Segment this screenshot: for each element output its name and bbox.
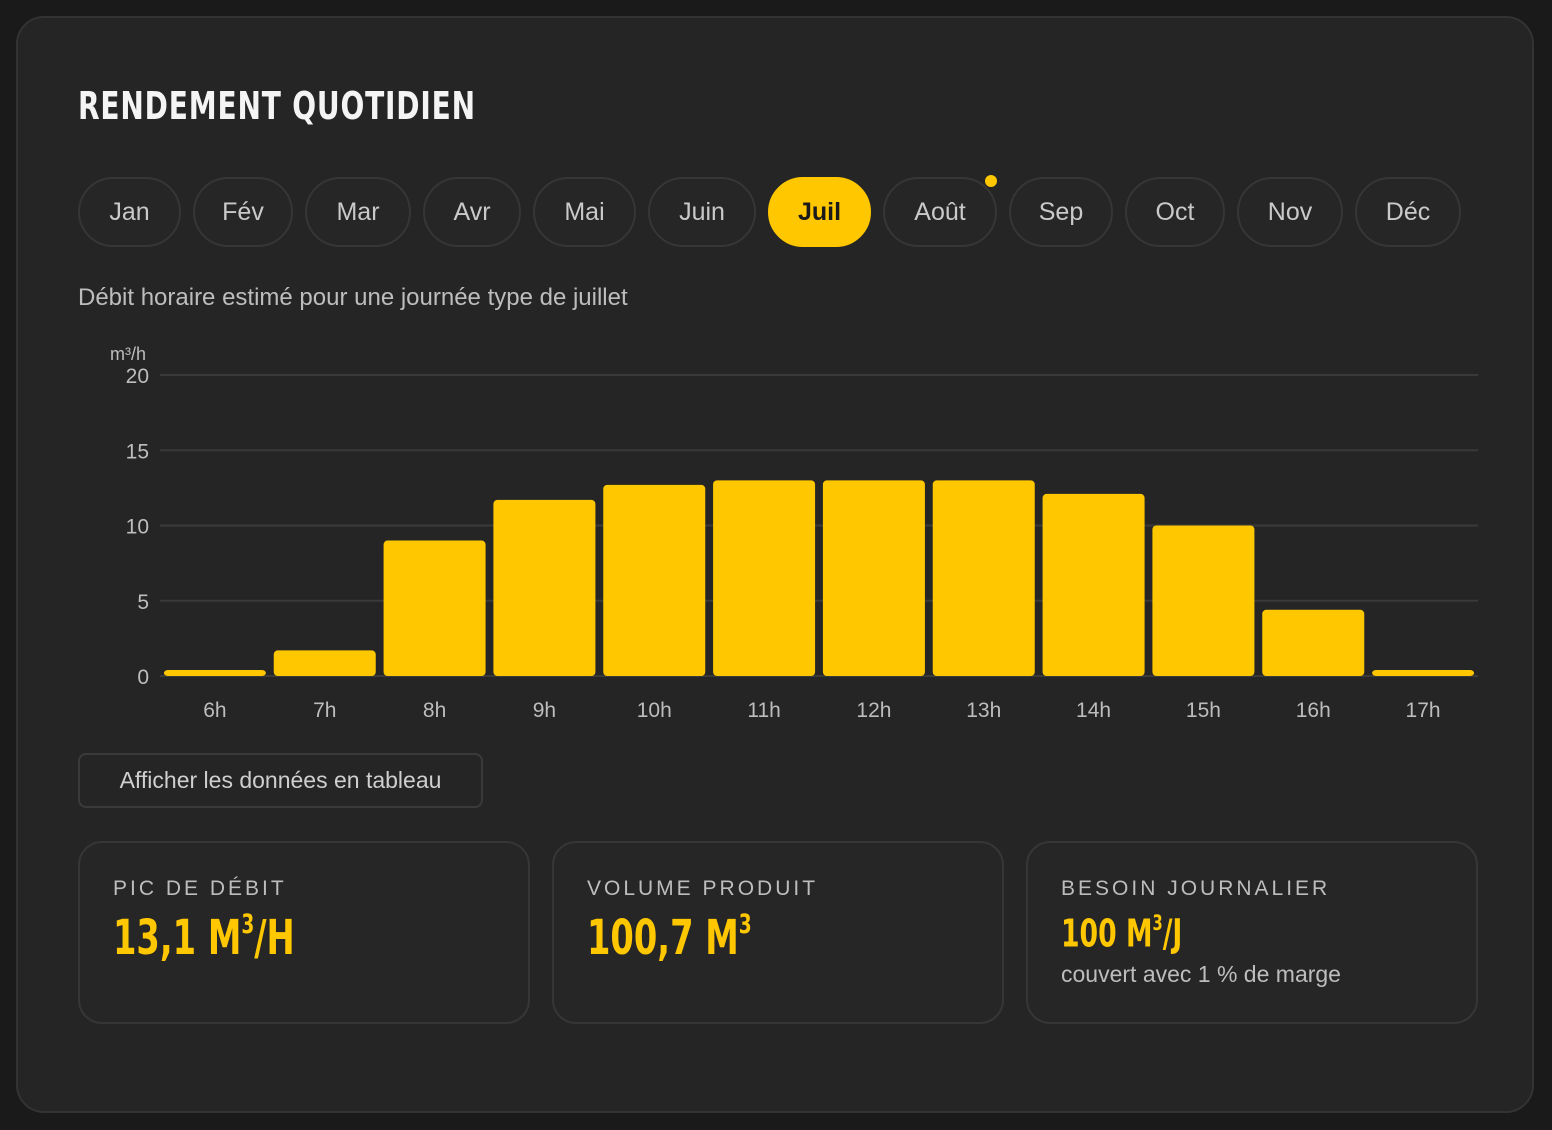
tab-label: Juin — [679, 197, 725, 226]
x-tick-label: 17h — [1406, 699, 1441, 722]
bar — [1262, 609, 1365, 676]
stat-card: BESOIN JOURNALIER 100 M3/J couvert avec 1 … — [1026, 841, 1478, 1024]
bar — [932, 480, 1035, 676]
tab-mar[interactable]: Mar — [305, 177, 411, 247]
y-tick-label: 5 — [137, 591, 149, 614]
x-tick-label: 6h — [203, 699, 226, 722]
tab-avr[interactable]: Avr — [423, 177, 521, 247]
y-tick-label: 15 — [126, 440, 149, 463]
x-tick-label: 13h — [966, 699, 1001, 722]
tab-juin[interactable]: Juin — [648, 177, 756, 247]
x-tick-label: 12h — [856, 699, 891, 722]
tab-oct[interactable]: Oct — [1125, 177, 1225, 247]
stat-note: couvert avec 1 % de marge — [1061, 961, 1341, 987]
x-tick-label: 8h — [423, 699, 446, 722]
indicator-dot-icon — [985, 175, 997, 187]
tab-label: Fév — [222, 197, 264, 226]
tab-label: Sep — [1038, 197, 1084, 226]
tab-sep[interactable]: Sep — [1009, 177, 1113, 247]
tab-juil[interactable]: Juil — [768, 177, 871, 247]
bar — [383, 540, 486, 676]
x-tick-label: 16h — [1296, 699, 1331, 722]
tab-mai[interactable]: Mai — [533, 177, 636, 247]
stat-label: PIC DE DÉBIT — [113, 877, 287, 900]
tab-label: Mar — [336, 197, 380, 226]
bar — [493, 499, 596, 676]
bar — [822, 480, 925, 676]
tab-août[interactable]: Août — [883, 175, 997, 247]
stat-value: 100 M3/J — [1061, 911, 1183, 956]
bar — [1152, 525, 1255, 676]
stat-value: 13,1 M3/H — [113, 909, 295, 967]
y-tick-label: 0 — [137, 666, 149, 689]
bar — [603, 484, 706, 676]
tab-label: Déc — [1385, 197, 1431, 226]
chart-subtitle: Débit horaire estimé pour une journée ty… — [78, 284, 628, 311]
stat-label: VOLUME PRODUIT — [587, 877, 819, 900]
daily-yield-card: RENDEMENT QUOTIDIEN Jan Fév Mar Avr Mai Juin J… — [16, 16, 1534, 1113]
tab-label: Août — [914, 197, 966, 226]
tab-nov[interactable]: Nov — [1237, 177, 1343, 247]
tab-déc[interactable]: Déc — [1355, 177, 1461, 247]
tab-label: Nov — [1267, 197, 1313, 226]
y-axis-unit-label: m³/h — [110, 344, 146, 364]
x-tick-label: 7h — [313, 699, 336, 722]
x-tick-label: 14h — [1076, 699, 1111, 722]
bar — [713, 480, 816, 676]
bar — [273, 650, 376, 676]
tab-fév[interactable]: Fév — [193, 177, 293, 247]
y-tick-label: 10 — [126, 516, 149, 539]
stat-card: VOLUME PRODUIT 100,7 M3 — [552, 841, 1004, 1024]
tab-label: Oct — [1155, 197, 1195, 226]
bar — [1042, 493, 1145, 676]
tab-label: Mai — [564, 197, 605, 226]
tab-label: Juil — [797, 197, 842, 226]
x-tick-label: 9h — [533, 699, 556, 722]
card-title: RENDEMENT QUOTIDIEN — [78, 84, 476, 128]
stat-label: BESOIN JOURNALIER — [1061, 877, 1331, 900]
bar — [163, 669, 266, 676]
tab-jan[interactable]: Jan — [78, 177, 181, 247]
show-table-button[interactable]: Afficher les données en tableau — [78, 753, 483, 808]
x-tick-label: 11h — [747, 699, 780, 722]
tab-label: Avr — [453, 197, 491, 226]
tab-label: Jan — [109, 197, 150, 226]
bar — [1372, 669, 1475, 676]
y-tick-label: 20 — [126, 365, 149, 388]
x-tick-label: 15h — [1186, 699, 1221, 722]
x-tick-label: 10h — [637, 699, 672, 722]
stat-card: PIC DE DÉBIT 13,1 M3/H — [78, 841, 530, 1024]
stat-value: 100,7 M3 — [587, 909, 752, 967]
hourly-flow-chart: m³/h 0 5 10 15 20 6h 7h 8h 9h 10h 11h 12h 13h 14h 15h 16… — [110, 344, 1478, 722]
month-tabs: Jan Fév Mar Avr Mai Juin Juil Août Sep Oct Nov Déc — [78, 175, 1478, 247]
